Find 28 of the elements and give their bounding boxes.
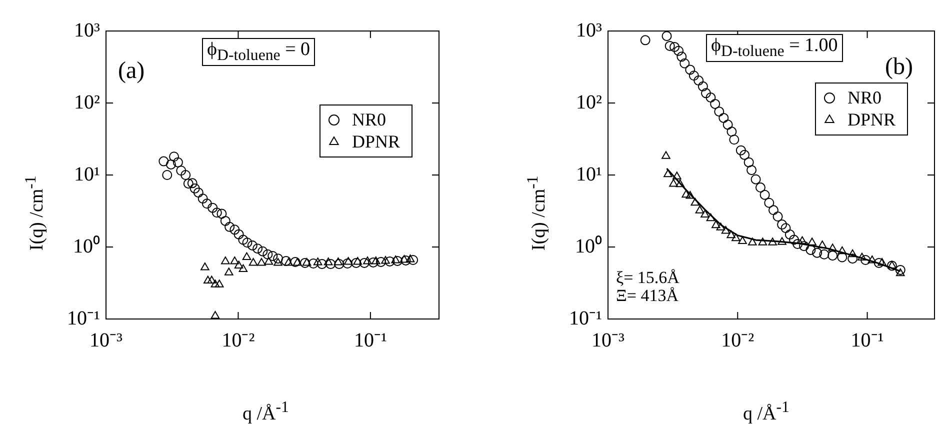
annotation: (b) [885, 54, 913, 81]
x-axis-title: q /Å$^{-1}$ [242, 399, 289, 426]
x-tick-label: 10⁻² [721, 329, 754, 352]
y-tick-label: 10⁻¹ [569, 307, 602, 330]
y-tick-label: 10⁻¹ [67, 307, 100, 330]
annotation: ϕ$_{D-toluene}$ = 0 [202, 38, 316, 66]
y-tick-label: 10¹ [576, 163, 602, 186]
legend-label: DPNR [352, 132, 400, 152]
y-tick-label: 10² [74, 91, 100, 114]
x-tick-label: 10⁻² [222, 329, 255, 352]
x-tick-label: 10⁻³ [90, 329, 122, 352]
y-tick-label: 10⁰ [73, 234, 100, 258]
legend-label: NR0 [847, 88, 882, 108]
y-tick-label: 10³ [576, 19, 602, 42]
x-tick-label: 10⁻¹ [850, 329, 884, 352]
annotation: ϕ$_{D-toluene}$ = 1.00 [706, 34, 843, 62]
x-axis-title: q /Å$^{-1}$ [743, 399, 790, 426]
legend-label: NR0 [352, 110, 386, 130]
y-tick-label: 10¹ [74, 163, 100, 186]
y-tick-label: 10⁰ [575, 234, 602, 258]
y-tick-label: 10² [576, 91, 602, 114]
annotation: (a) [118, 58, 145, 85]
x-tick-label: 10⁻³ [592, 329, 624, 352]
x-tick-label: 10⁻¹ [354, 329, 387, 352]
annotation: Ξ= 413Å [616, 286, 679, 306]
y-tick-label: 10³ [74, 19, 100, 42]
legend-label: DPNR [847, 110, 896, 130]
annotation: ξ= 15.6Å [616, 268, 680, 287]
